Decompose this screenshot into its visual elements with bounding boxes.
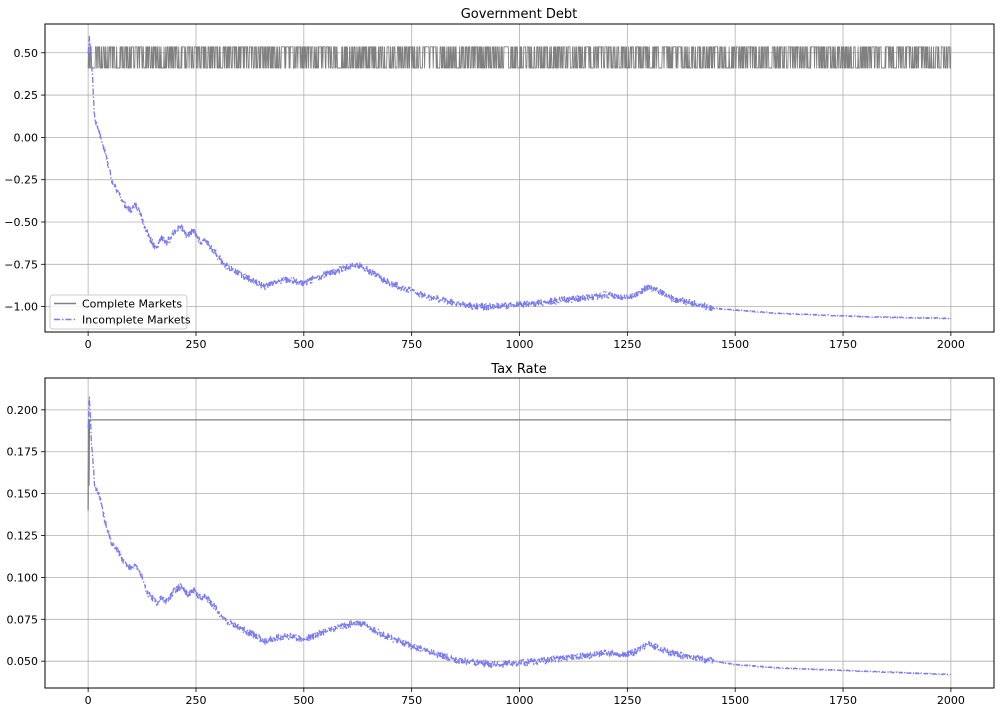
tax-rate-ytick-label: 0.175 [7, 446, 39, 459]
government-debt-xtick-label: 750 [401, 338, 422, 351]
government-debt-ytick-label: 0.00 [14, 131, 39, 144]
legend-complete-markets-label: Complete Markets [82, 298, 182, 311]
tax-rate-title: Tax Rate [490, 362, 546, 377]
government-debt-xtick-label: 1250 [613, 338, 641, 351]
government-debt-ytick-label: −1.00 [4, 301, 38, 314]
government-debt-xtick-label: 500 [293, 338, 314, 351]
government-debt-ytick-label: 0.25 [14, 89, 39, 102]
tax-rate-xtick-label: 1000 [506, 694, 534, 707]
government-debt-incomplete-markets-line [87, 35, 952, 320]
tax-rate-ytick-label: 0.125 [7, 530, 39, 543]
tax-rate-ytick-label: 0.200 [7, 404, 39, 417]
tax-rate-panel: Tax Rate 0 250 500 750 1000 1250 1500 1750 20000… [7, 362, 995, 707]
tax-rate-xtick-label: 1250 [613, 694, 641, 707]
government-debt-complete-markets-line [87, 46, 952, 69]
tax-rate-ticks: 0 250 500 750 1000 1250 1500 1750 2000 0.050 0.075… [7, 404, 965, 707]
government-debt-xtick-label: 0 [85, 338, 92, 351]
government-debt-xtick-label: 1500 [721, 338, 749, 351]
government-debt-xtick-label: 1000 [506, 338, 534, 351]
tax-rate-xtick-label: 750 [401, 694, 422, 707]
tax-rate-ytick-label: 0.075 [7, 613, 39, 626]
tax-rate-xtick-label: 500 [293, 694, 314, 707]
government-debt-title: Government Debt [461, 7, 578, 22]
legend-incomplete-markets-label: Incomplete Markets [82, 314, 191, 327]
tax-rate-complete-markets-line [87, 419, 951, 511]
government-debt-panel: Government Debt 0 250 500 750 1000 1250 1500 17… [4, 7, 995, 351]
legend-box [49, 294, 188, 330]
tax-rate-incomplete-markets-line [87, 396, 952, 676]
government-debt-xtick-label: 1750 [829, 338, 857, 351]
tax-rate-xtick-label: 1750 [829, 694, 857, 707]
government-debt-xtick-label: 250 [185, 338, 206, 351]
government-debt-ticks: 0 250 500 750 1000 1250 1500 1750 2000 −1.00 −0.75… [4, 47, 965, 351]
government-debt-ytick-label: −0.75 [4, 258, 38, 271]
tax-rate-grid [45, 378, 994, 688]
tax-rate-series [87, 396, 952, 676]
legend: Complete Markets Incomplete Markets [49, 294, 191, 330]
tax-rate-xtick-label: 2000 [937, 694, 965, 707]
tax-rate-xtick-label: 1500 [721, 694, 749, 707]
tax-rate-ytick-label: 0.050 [7, 655, 39, 668]
government-debt-ytick-label: 0.50 [14, 47, 39, 60]
government-debt-xtick-label: 2000 [937, 338, 965, 351]
tax-rate-xtick-label: 250 [185, 694, 206, 707]
tax-rate-xtick-label: 0 [85, 694, 92, 707]
government-debt-series [87, 35, 952, 320]
tax-rate-ytick-label: 0.150 [7, 488, 39, 501]
government-debt-ytick-label: −0.50 [4, 216, 38, 229]
government-debt-ytick-label: −0.25 [4, 174, 38, 187]
tax-rate-ytick-label: 0.100 [7, 571, 39, 584]
government-debt-grid [45, 24, 994, 332]
